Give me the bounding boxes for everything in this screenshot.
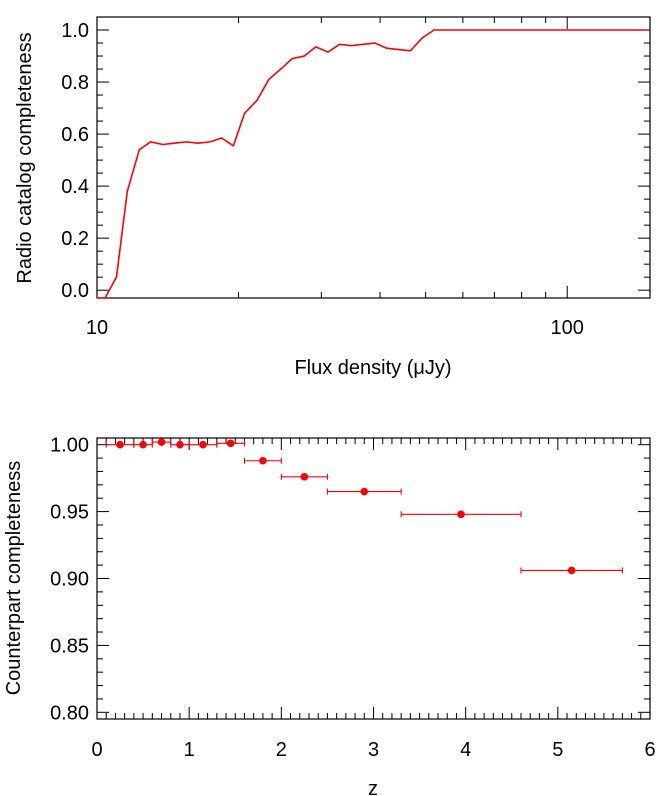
data-point (457, 510, 465, 519)
data-point (116, 440, 124, 449)
data-point (157, 438, 166, 446)
top-x-tick-label: 100 (551, 317, 584, 339)
bottom-x-axis-title: z (368, 778, 378, 796)
top-y-tick-label: 0.8 (61, 72, 89, 94)
top-y-axis-title: Radio catalog completeness (14, 32, 36, 283)
top-y-tick-label: 0.4 (61, 176, 89, 198)
data-point (139, 440, 147, 449)
top-x-tick-label: 10 (86, 317, 108, 339)
radio-completeness-panel: Flux density (μJy) Radio catalog complet… (14, 16, 651, 379)
data-point (259, 456, 267, 465)
top-plot-frame (96, 16, 651, 299)
completeness-line (97, 29, 647, 299)
data-point (199, 440, 207, 449)
bottom-y-tick-label: 1.00 (50, 435, 89, 457)
bottom-y-tick-label: 0.95 (50, 502, 89, 524)
data-point (226, 439, 235, 448)
bottom-x-tick-label: 2 (276, 739, 287, 761)
bottom-y-tick-label: 0.90 (50, 569, 89, 591)
bottom-x-tick-label: 4 (460, 739, 471, 761)
bottom-x-tick-label: 3 (368, 739, 379, 761)
top-y-tick-label: 0.0 (61, 280, 89, 302)
bottom-x-tick-label: 5 (552, 739, 563, 761)
bottom-y-tick-label: 0.80 (50, 702, 89, 724)
bottom-x-tick-label: 6 (644, 739, 655, 761)
top-y-tick-label: 0.2 (61, 228, 89, 250)
bottom-y-axis-title: Counterpart completeness (3, 461, 25, 696)
top-y-tick-label: 1.0 (61, 20, 89, 42)
top-y-tick-label: 0.6 (61, 124, 89, 146)
bottom-plot-frame (96, 437, 651, 720)
data-point (360, 487, 369, 496)
data-point (300, 473, 309, 481)
data-point (176, 440, 184, 449)
bottom-x-tick-label: 1 (184, 739, 195, 761)
data-point (567, 566, 576, 575)
top-x-axis-title: Flux density (μJy) (294, 357, 451, 379)
bottom-x-tick-label: 0 (91, 739, 102, 761)
bottom-y-tick-label: 0.85 (50, 635, 89, 657)
counterpart-completeness-panel: z Counterpart completeness 0.80 0.85 0.90 0… (3, 435, 656, 796)
